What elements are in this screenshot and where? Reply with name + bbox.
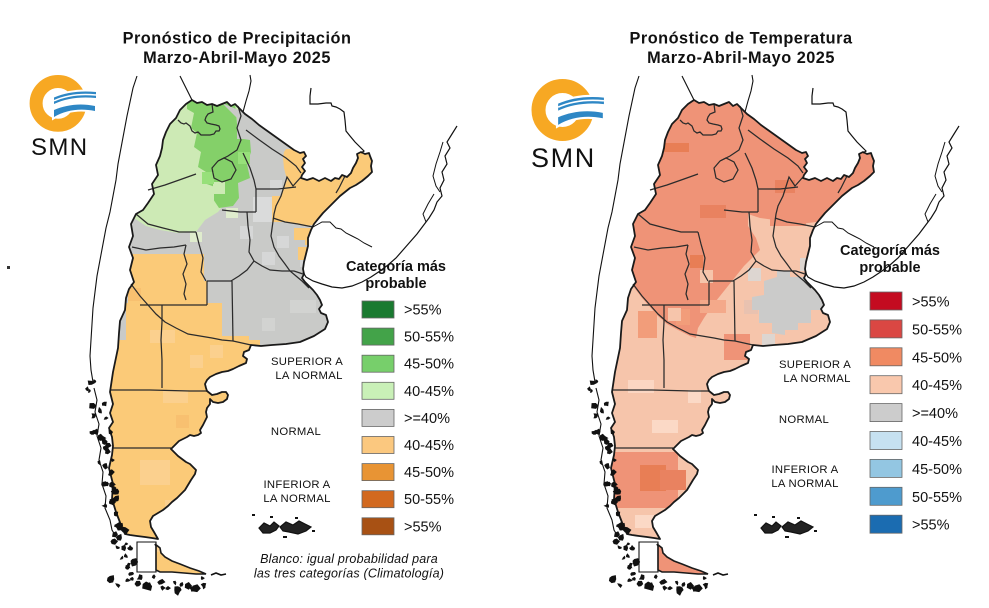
svg-text:probable: probable (365, 276, 426, 292)
svg-text:INFERIOR A: INFERIOR A (263, 479, 330, 491)
svg-text:Marzo-Abril-Mayo 2025: Marzo-Abril-Mayo 2025 (143, 49, 331, 67)
svg-text:40-45%: 40-45% (912, 378, 962, 394)
svg-text:45-50%: 45-50% (404, 357, 454, 373)
svg-text:>=40%: >=40% (912, 406, 958, 422)
svg-text:SMN: SMN (31, 134, 89, 161)
svg-text:45-50%: 45-50% (404, 465, 454, 481)
svg-text:SUPERIOR A: SUPERIOR A (779, 359, 851, 371)
svg-text:>=40%: >=40% (404, 411, 450, 427)
svg-text:45-50%: 45-50% (912, 350, 962, 366)
svg-text:50-55%: 50-55% (912, 490, 962, 506)
svg-text:probable: probable (859, 260, 920, 276)
svg-text:SUPERIOR A: SUPERIOR A (271, 356, 343, 368)
svg-text:Pronóstico de Precipitación: Pronóstico de Precipitación (123, 30, 352, 48)
svg-text:50-55%: 50-55% (404, 330, 454, 346)
svg-text:SMN: SMN (531, 143, 596, 173)
svg-text:Blanco: igual probabilidad par: Blanco: igual probabilidad para (260, 552, 438, 566)
svg-text:50-55%: 50-55% (912, 322, 962, 338)
svg-text:>55%: >55% (404, 519, 442, 535)
svg-text:45-50%: 45-50% (912, 462, 962, 478)
svg-text:LA NORMAL: LA NORMAL (263, 493, 330, 505)
svg-text:40-45%: 40-45% (404, 384, 454, 400)
svg-text:40-45%: 40-45% (912, 434, 962, 450)
svg-text:NORMAL: NORMAL (271, 426, 321, 438)
svg-text:Marzo-Abril-Mayo 2025: Marzo-Abril-Mayo 2025 (647, 49, 835, 67)
svg-text:LA NORMAL: LA NORMAL (771, 478, 838, 490)
svg-text:INFERIOR A: INFERIOR A (771, 464, 838, 476)
svg-text:Pronóstico de Temperatura: Pronóstico de Temperatura (630, 30, 853, 48)
svg-text:50-55%: 50-55% (404, 492, 454, 508)
svg-text:las tres categorías (Climatolo: las tres categorías (Climatología) (254, 567, 444, 581)
svg-text:LA NORMAL: LA NORMAL (275, 370, 342, 382)
svg-text:NORMAL: NORMAL (779, 414, 829, 426)
svg-text:40-45%: 40-45% (404, 438, 454, 454)
svg-text:>55%: >55% (912, 518, 950, 534)
svg-text:Categoría más: Categoría más (840, 243, 940, 259)
svg-text:>55%: >55% (404, 303, 442, 319)
svg-text:>55%: >55% (912, 295, 950, 311)
svg-text:LA NORMAL: LA NORMAL (783, 373, 850, 385)
svg-text:Categoría más: Categoría más (346, 259, 446, 275)
